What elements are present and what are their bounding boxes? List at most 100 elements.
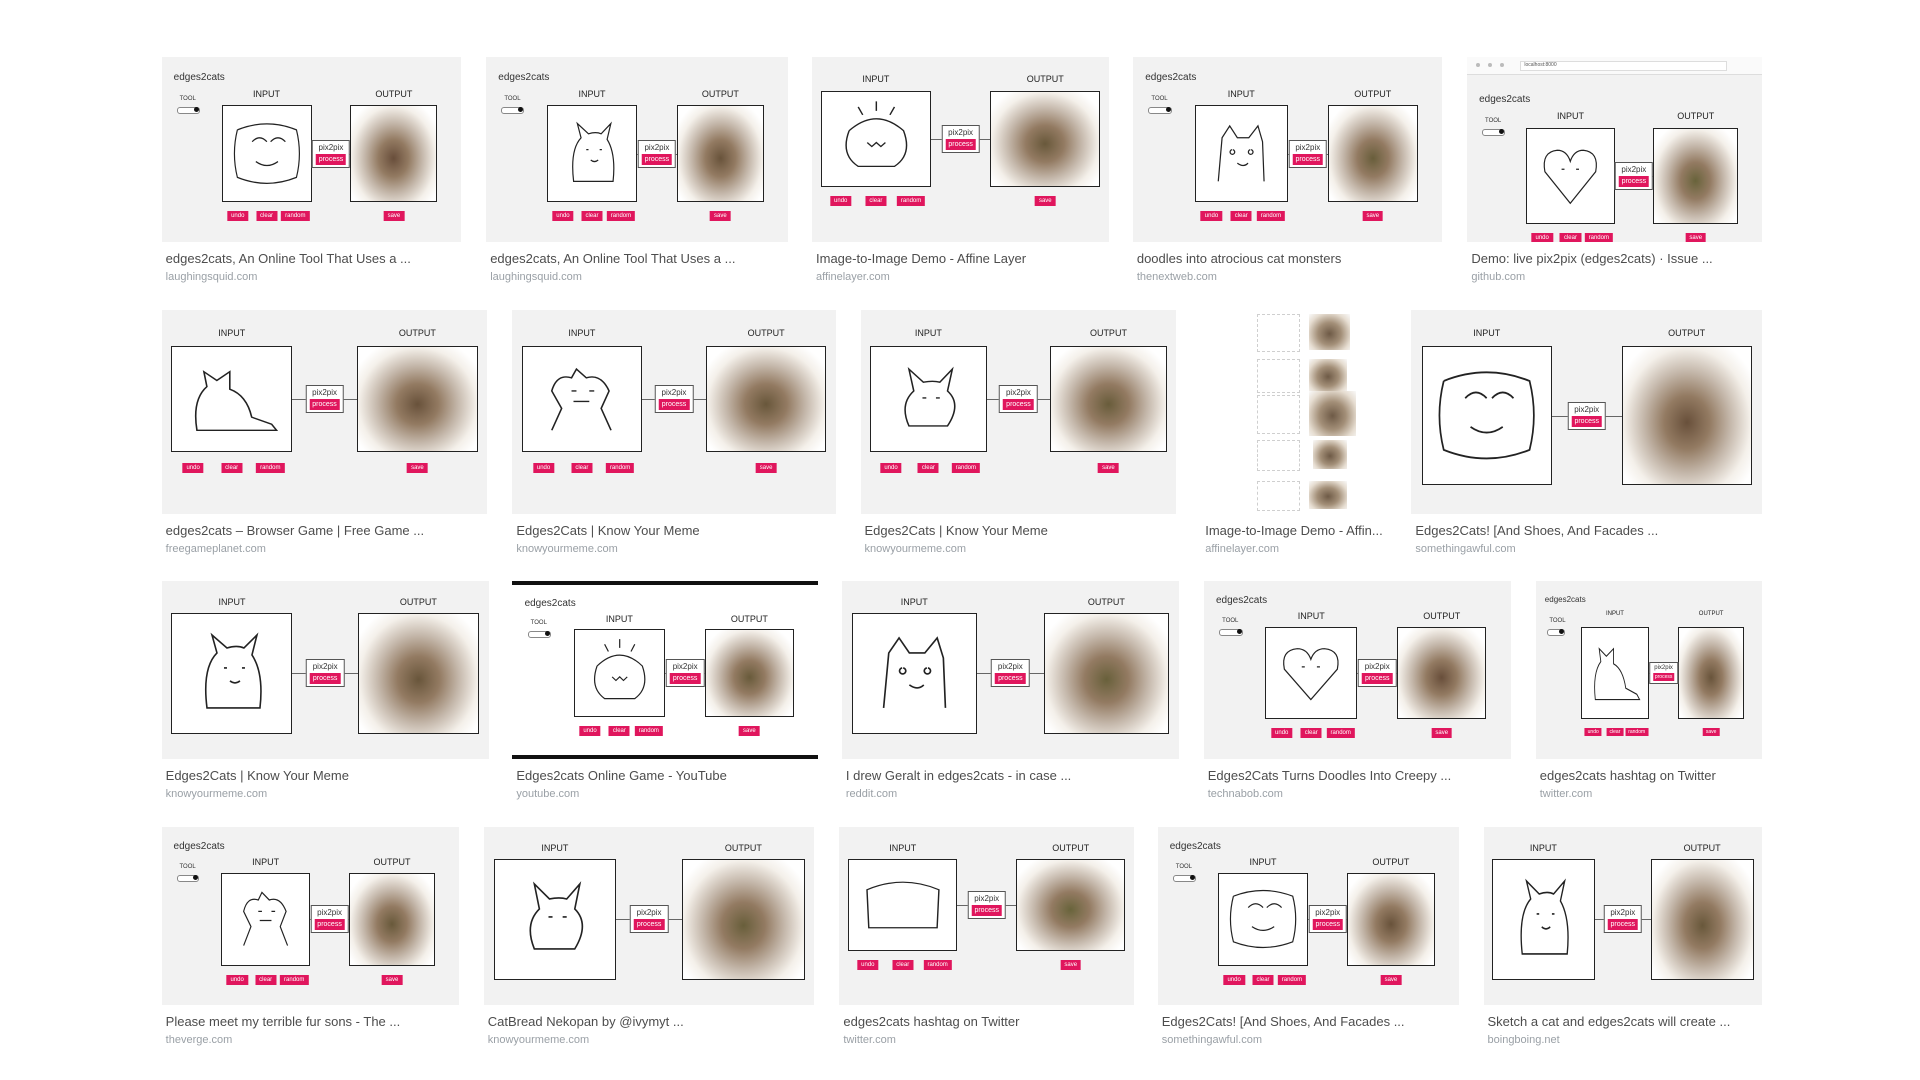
random-button: random: [280, 974, 309, 985]
cat-sketch-drawing: [571, 121, 615, 182]
result-thumbnail[interactable]: INPUT OUTPUT pix2pix process: [1483, 826, 1763, 1005]
result-thumbnail[interactable]: INPUT OUTPUT pix2pix process: [1411, 309, 1763, 514]
sketch-thumbnail: [1257, 440, 1301, 471]
save-button: save: [1098, 462, 1119, 473]
process-button: process: [633, 919, 665, 931]
result-title[interactable]: Sketch a cat and edges2cats will create …: [1487, 1013, 1731, 1029]
image-result-tile[interactable]: INPUT OUTPUT pix2pix process undo clear random…: [161, 309, 488, 556]
input-label: INPUT: [1556, 110, 1584, 121]
result-thumbnail[interactable]: localhost:8000 edges2cats TOOL INPUT OUTPUT p…: [1467, 57, 1763, 243]
image-result-tile[interactable]: edges2cats TOOL INPUT OUTPUT pix2pix process u…: [161, 57, 462, 284]
image-result-tile[interactable]: INPUT OUTPUT pix2pix process undo clear random…: [812, 57, 1110, 284]
result-thumbnail[interactable]: edges2cats TOOL INPUT OUTPUT pix2pix process u…: [161, 826, 459, 1005]
result-title[interactable]: Edges2Cats! [And Shoes, And Facades ...: [1415, 522, 1659, 538]
result-title[interactable]: edges2cats hashtag on Twitter: [843, 1013, 1020, 1029]
output-label: OUTPUT: [398, 327, 436, 338]
window-control-icon: [1487, 63, 1492, 68]
result-thumbnail[interactable]: edges2cats TOOL INPUT OUTPUT pix2pix process u…: [1203, 580, 1511, 759]
image-result-tile[interactable]: edges2cats TOOL INPUT OUTPUT pix2pix process u…: [486, 57, 789, 284]
result-title[interactable]: Edges2cats Online Game - YouTube: [516, 767, 727, 783]
result-title[interactable]: I drew Geralt in edges2cats - in case ..…: [845, 767, 1072, 783]
output-cat-image: [1050, 346, 1167, 453]
image-result-tile[interactable]: localhost:8000 edges2cats TOOL INPUT OUTPUT p…: [1467, 57, 1763, 284]
result-thumbnail[interactable]: edges2cats TOOL INPUT OUTPUT pix2pix process u…: [1132, 57, 1443, 243]
image-result-tile[interactable]: INPUT OUTPUT pix2pix process undo clear random…: [860, 309, 1177, 556]
image-result-tile[interactable]: INPUT OUTPUT pix2pix process CatBread Nekopa…: [483, 826, 815, 1047]
tool-label: TOOL: [1485, 118, 1502, 125]
output-label: OUTPUT: [1354, 88, 1392, 99]
tool-label: TOOL: [530, 620, 547, 627]
result-title[interactable]: edges2cats, An Online Tool That Uses a .…: [165, 251, 411, 267]
result-thumbnail[interactable]: edges2cats TOOL INPUT OUTPUT pix2pix process u…: [161, 57, 462, 243]
tool-toggle-icon: [1547, 628, 1565, 636]
input-sketch-canvas: [1491, 858, 1595, 980]
result-source: freegameplanet.com: [165, 542, 266, 555]
result-title[interactable]: Edges2Cats | Know Your Meme: [516, 522, 700, 538]
image-result-tile[interactable]: edges2cats TOOL INPUT OUTPUT pix2pix process u…: [1535, 580, 1763, 801]
result-thumbnail[interactable]: edges2cats TOOL INPUT OUTPUT pix2pix process u…: [512, 580, 819, 759]
result-title[interactable]: Demo: live pix2pix (edges2cats) · Issue …: [1471, 251, 1713, 267]
input-sketch-canvas: [1421, 346, 1552, 485]
result-thumbnail[interactable]: [1201, 309, 1388, 514]
input-sketch-canvas: [869, 346, 987, 453]
cat-thumbnail: [1309, 480, 1347, 510]
result-title[interactable]: Image-to-Image Demo - Affine Layer: [816, 251, 1027, 267]
result-thumbnail[interactable]: INPUT OUTPUT pix2pix process undo clear random…: [161, 309, 488, 514]
result-thumbnail[interactable]: INPUT OUTPUT pix2pix process undo clear random…: [812, 57, 1110, 243]
tool-toggle-icon: [1148, 107, 1172, 115]
cat-sketch-drawing: [1217, 124, 1265, 182]
result-title[interactable]: Edges2Cats Turns Doodles Into Creepy ...: [1207, 767, 1452, 783]
result-title[interactable]: edges2cats hashtag on Twitter: [1539, 767, 1716, 783]
pix2pix-label: pix2pix: [317, 908, 343, 918]
image-result-tile[interactable]: INPUT OUTPUT pix2pix process I drew Geralt i…: [841, 580, 1179, 801]
image-result-tile[interactable]: Image-to-Image Demo - Affin... affinelaye…: [1201, 309, 1388, 556]
result-thumbnail[interactable]: INPUT OUTPUT pix2pix process: [841, 580, 1179, 759]
image-result-tile[interactable]: INPUT OUTPUT pix2pix process Edges2Cats! [An…: [1411, 309, 1763, 556]
input-sketch-canvas: [546, 105, 638, 202]
result-title[interactable]: edges2cats – Browser Game | Free Game ..…: [165, 522, 425, 538]
undo-button: undo: [1223, 974, 1245, 985]
image-result-tile[interactable]: INPUT OUTPUT pix2pix process undo clear random…: [839, 826, 1135, 1047]
image-result-tile[interactable]: edges2cats TOOL INPUT OUTPUT pix2pix process u…: [1157, 826, 1459, 1047]
result-thumbnail[interactable]: edges2cats TOOL INPUT OUTPUT pix2pix process u…: [486, 57, 789, 243]
cat-sketch-drawing: [551, 367, 613, 431]
undo-button: undo: [1271, 728, 1293, 739]
result-thumbnail[interactable]: INPUT OUTPUT pix2pix process: [483, 826, 815, 1005]
result-title[interactable]: Edges2Cats! [And Shoes, And Facades ...: [1161, 1013, 1405, 1029]
result-thumbnail[interactable]: INPUT OUTPUT pix2pix process undo clear random…: [512, 309, 836, 514]
result-title[interactable]: Edges2Cats | Know Your Meme: [165, 767, 349, 783]
image-result-tile[interactable]: INPUT OUTPUT pix2pix process Sketch a cat an…: [1483, 826, 1763, 1047]
image-result-tile[interactable]: edges2cats TOOL INPUT OUTPUT pix2pix process u…: [161, 826, 459, 1047]
cat-collage: [1201, 310, 1388, 514]
random-button: random: [606, 210, 636, 221]
image-result-tile[interactable]: edges2cats TOOL INPUT OUTPUT pix2pix process u…: [512, 580, 819, 801]
result-thumbnail[interactable]: INPUT OUTPUT pix2pix process undo clear random…: [860, 309, 1177, 514]
input-sketch-canvas: [851, 612, 977, 734]
result-thumbnail[interactable]: INPUT OUTPUT pix2pix process undo clear random…: [839, 826, 1135, 1005]
pix2pix-demo-screenshot: edges2cats TOOL INPUT OUTPUT pix2pix process u…: [1204, 581, 1511, 759]
image-result-tile[interactable]: INPUT OUTPUT pix2pix process undo clear random…: [512, 309, 836, 556]
result-title[interactable]: edges2cats, An Online Tool That Uses a .…: [490, 251, 736, 267]
image-result-tile[interactable]: INPUT OUTPUT pix2pix process Edges2Cats | Kn…: [161, 580, 489, 801]
output-cat-image: [1653, 127, 1739, 224]
image-result-tile[interactable]: edges2cats TOOL INPUT OUTPUT pix2pix process u…: [1203, 580, 1511, 801]
result-title[interactable]: Image-to-Image Demo - Affin...: [1205, 522, 1383, 538]
result-thumbnail[interactable]: INPUT OUTPUT pix2pix process: [161, 580, 489, 759]
result-title[interactable]: Edges2Cats | Know Your Meme: [864, 522, 1048, 538]
process-button: process: [315, 153, 347, 165]
brand-label: edges2cats: [1216, 594, 1268, 606]
result-thumbnail[interactable]: edges2cats TOOL INPUT OUTPUT pix2pix process u…: [1535, 580, 1763, 759]
pix2pix-label: pix2pix: [1654, 665, 1673, 672]
save-button: save: [1685, 233, 1707, 243]
input-label: INPUT: [568, 327, 596, 338]
result-thumbnail[interactable]: edges2cats TOOL INPUT OUTPUT pix2pix process u…: [1157, 826, 1459, 1005]
result-source: twitter.com: [843, 1033, 896, 1046]
clear-button: clear: [581, 210, 603, 221]
image-result-tile[interactable]: edges2cats TOOL INPUT OUTPUT pix2pix process u…: [1132, 57, 1443, 284]
cat-thumbnail: [1309, 391, 1357, 437]
result-title[interactable]: doodles into atrocious cat monsters: [1136, 251, 1342, 267]
pix2pix-process-box: pix2pix process: [941, 124, 980, 153]
result-title[interactable]: Please meet my terrible fur sons - The .…: [165, 1013, 401, 1029]
result-title[interactable]: CatBread Nekopan by @ivymyt ...: [487, 1013, 684, 1029]
